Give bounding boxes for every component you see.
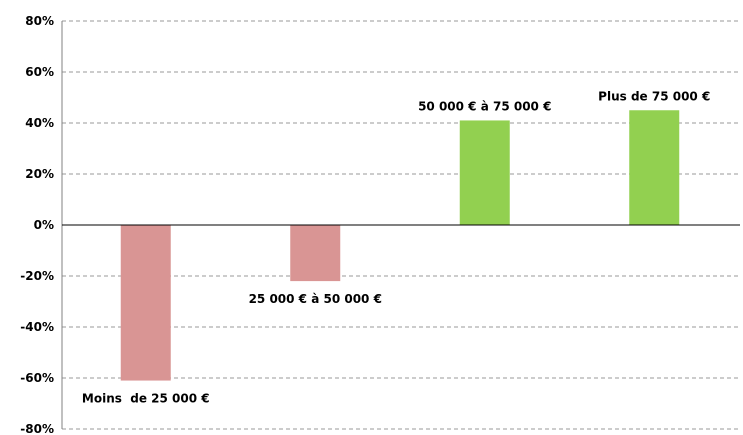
bars — [120, 110, 680, 381]
category-labels: Moins de 25 000 € 25 000 € à 50 000 € 50 0… — [82, 89, 710, 405]
category-label: Moins de 25 000 € — [82, 392, 210, 406]
y-tick-label: -60% — [20, 371, 54, 385]
y-tick-label: -20% — [20, 269, 54, 283]
y-tick-label: 0% — [34, 218, 54, 232]
y-tick-label: 20% — [25, 167, 54, 181]
y-tick-label: 80% — [25, 14, 54, 28]
y-tick-label: 60% — [25, 65, 54, 79]
category-label: Plus de 75 000 € — [598, 89, 710, 103]
bar — [290, 225, 341, 282]
bar — [459, 120, 510, 225]
y-tick-label: -80% — [20, 422, 54, 435]
y-axis-tick-labels: 80% 60% 40% 20% 0% -20% -40% -60% -80% — [20, 14, 54, 435]
y-tick-label: 40% — [25, 116, 54, 130]
bar — [120, 225, 171, 381]
category-label: 50 000 € à 75 000 € — [418, 99, 551, 113]
y-tick-label: -40% — [20, 320, 54, 334]
category-label: 25 000 € à 50 000 € — [249, 292, 382, 306]
gridlines — [62, 20, 740, 430]
bar — [629, 110, 680, 225]
